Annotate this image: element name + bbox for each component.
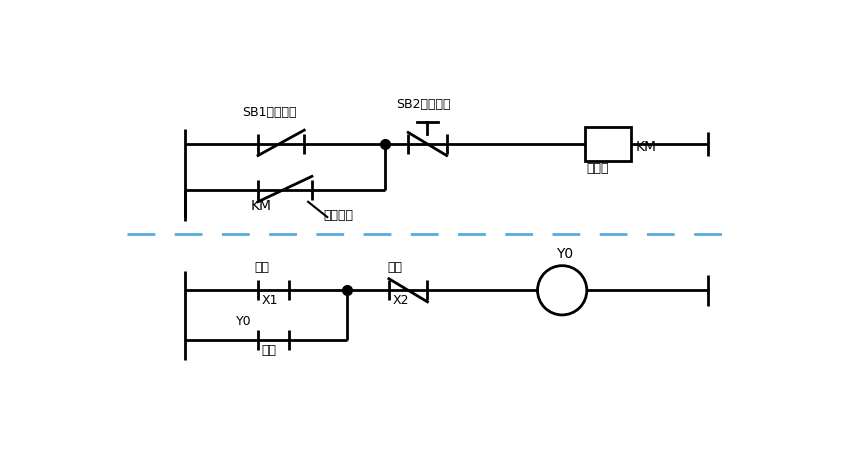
Text: 停止: 停止: [387, 261, 403, 274]
Text: X1: X1: [262, 294, 278, 307]
Text: 启动: 启动: [254, 261, 269, 274]
Text: KM: KM: [635, 140, 656, 154]
Text: SB1启动按钮: SB1启动按钮: [243, 105, 297, 118]
Text: 接触器: 接触器: [587, 162, 609, 175]
Text: 自锁触点: 自锁触点: [323, 209, 354, 222]
Text: X2: X2: [393, 294, 409, 307]
Text: Y0: Y0: [556, 247, 573, 261]
Bar: [585, 127, 631, 161]
Text: Y0: Y0: [236, 315, 252, 328]
Text: SB2停止按钮: SB2停止按钮: [397, 98, 451, 111]
Text: KM: KM: [250, 199, 272, 213]
Text: 自锁: 自锁: [262, 344, 277, 357]
